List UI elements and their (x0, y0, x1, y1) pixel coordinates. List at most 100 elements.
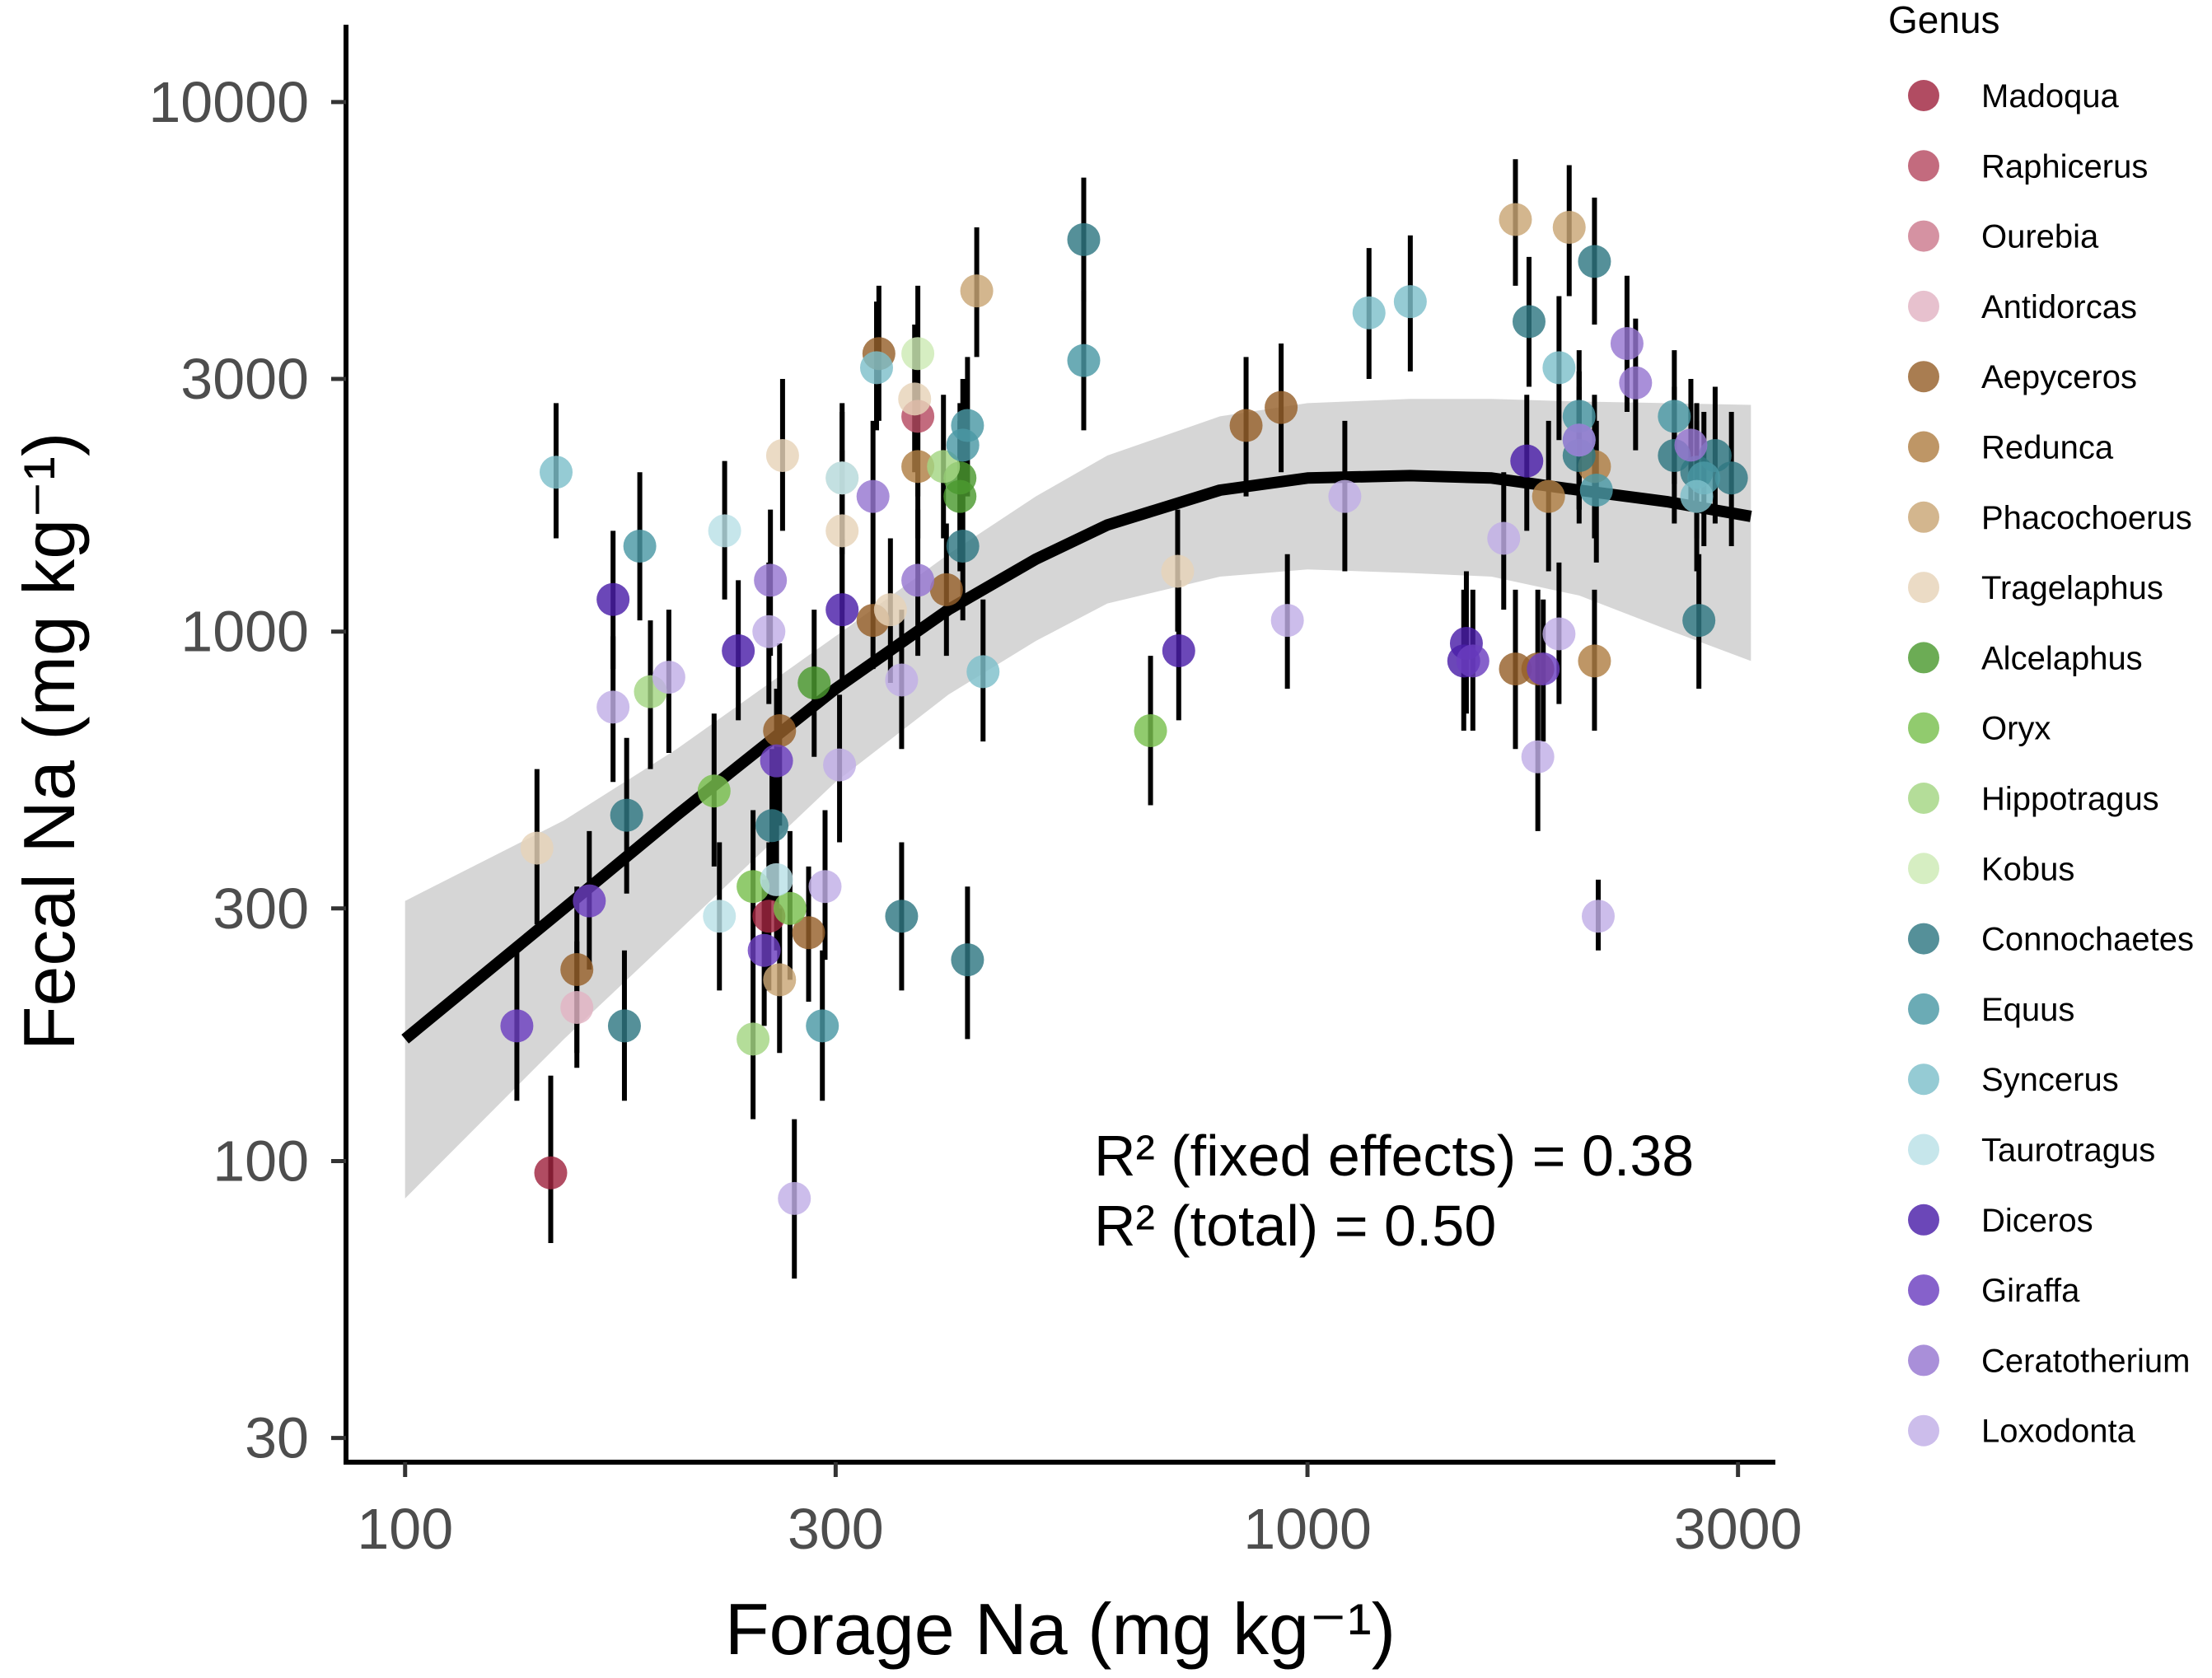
point-tragelaphus-5 (898, 382, 932, 416)
point-loxodonta-0 (596, 690, 630, 724)
point-phacochoerus-0 (763, 963, 797, 997)
legend-label-ourebia: Ourebia (1981, 219, 2099, 255)
legend-label-madoqua: Madoqua (1981, 78, 2120, 115)
point-connochaetes-3 (885, 900, 919, 933)
point-loxodonta-1 (652, 661, 685, 694)
legend-swatch-taurotragus (1908, 1133, 1939, 1166)
point-aepyceros-7 (1265, 390, 1298, 424)
point-ceratotherium-1 (856, 479, 890, 513)
point-giraffa-0 (500, 1009, 534, 1043)
y-axis-ticks: 30 100 300 1000 3000 10000 (148, 70, 346, 1470)
point-equus-0 (623, 529, 657, 563)
legend-swatch-ceratotherium (1908, 1344, 1939, 1377)
point-tragelaphus-4 (873, 593, 907, 627)
point-diceros-3 (1162, 633, 1195, 667)
point-giraffa-3 (747, 933, 781, 967)
point-diceros-6 (1510, 444, 1544, 478)
point-tragelaphus-2 (825, 514, 859, 548)
point-loxodonta-5 (808, 870, 842, 904)
point-taurotragus-2 (760, 862, 793, 896)
confidence-band (405, 399, 1751, 1199)
legend-label-antidorcas: Antidorcas (1981, 289, 2137, 325)
point-equus-5 (1562, 400, 1596, 433)
point-giraffa-2 (760, 744, 793, 778)
point-redunca-3 (1578, 644, 1611, 678)
point-phacochoerus-1 (960, 274, 994, 308)
point-redunca-1 (1532, 479, 1565, 513)
legend-item-diceros: Diceros (1908, 1203, 2093, 1239)
point-aepyceros-5 (929, 573, 963, 606)
point-connochaetes-12 (1714, 461, 1748, 495)
legend-swatch-redunca (1908, 431, 1939, 463)
point-connochaetes-5 (946, 529, 980, 563)
legend-item-syncerus: Syncerus (1908, 1062, 2119, 1098)
point-ceratotherium-0 (754, 563, 788, 597)
point-syncerus-0 (540, 456, 573, 489)
point-hippotragus-2 (927, 450, 961, 484)
point-kobus-0 (901, 337, 935, 371)
y-tick-label-3: 1000 (180, 600, 309, 664)
point-connochaetes-4 (951, 943, 984, 977)
legend-label-loxodonta: Loxodonta (1981, 1414, 2136, 1450)
legend-title: Genus (1888, 0, 2000, 41)
point-syncerus-5 (1542, 351, 1576, 385)
legend-item-raphicerus: Raphicerus (1908, 148, 2148, 185)
legend-swatch-ourebia (1908, 220, 1939, 252)
point-equus-8 (1579, 473, 1613, 507)
legend-item-equus: Equus (1908, 992, 2074, 1028)
legend-item-redunca: Redunca (1908, 430, 2114, 466)
point-taurotragus-0 (703, 900, 737, 933)
r2-total-annotation: R² (total) = 0.50 (1094, 1194, 1496, 1258)
legend-item-hippotragus: Hippotragus (1908, 781, 2159, 817)
point-syncerus-7 (1680, 479, 1714, 513)
point-alcelaphus-2 (797, 666, 831, 700)
y-tick-label-1: 100 (213, 1129, 309, 1193)
legend-item-madoqua: Madoqua (1908, 78, 2120, 115)
point-connochaetes-8 (1578, 245, 1611, 278)
point-antidorcas-0 (560, 991, 594, 1025)
point-giraffa-4 (1456, 644, 1489, 678)
r2-fixed-annotation: R² (fixed effects) = 0.38 (1094, 1124, 1694, 1188)
legend-label-equus: Equus (1981, 992, 2074, 1028)
confidence-band-layer (405, 399, 1751, 1199)
point-diceros-1 (722, 633, 755, 667)
legend-item-kobus: Kobus (1908, 851, 2074, 887)
point-redunca-0 (901, 450, 935, 484)
legend-swatch-diceros (1908, 1204, 1939, 1236)
legend-item-ourebia: Ourebia (1908, 219, 2099, 255)
point-oryx-0 (697, 774, 731, 808)
legend-swatch-equus (1908, 993, 1939, 1025)
point-loxodonta-10 (1542, 617, 1576, 651)
legend: Genus Madoqua Raphicerus Ourebia Antidorcas… (1888, 0, 2194, 1450)
point-syncerus-1 (859, 351, 893, 385)
legend-swatch-antidorcas (1908, 290, 1939, 322)
legend-label-phacochoerus: Phacochoerus (1981, 500, 2192, 536)
point-equus-1 (806, 1009, 839, 1043)
point-taurotragus-1 (708, 514, 741, 548)
y-axis-title: Fecal Na (mg kg⁻¹) (8, 432, 90, 1051)
point-tragelaphus-6 (1161, 554, 1195, 588)
point-loxodonta-2 (752, 615, 786, 648)
legend-swatch-loxodonta (1908, 1414, 1939, 1447)
point-loxodonta-12 (1487, 521, 1521, 555)
legend-label-ceratotherium: Ceratotherium (1981, 1343, 2190, 1379)
y-tick-label-0: 30 (245, 1406, 309, 1470)
legend-label-alcelaphus: Alcelaphus (1981, 640, 2143, 676)
point-aepyceros-0 (560, 952, 594, 986)
error-bar-layer (514, 159, 1734, 1279)
legend-swatch-phacochoerus (1908, 501, 1939, 533)
point-loxodonta-6 (885, 663, 919, 697)
legend-item-connochaetes: Connochaetes (1908, 922, 2194, 958)
legend-item-aepyceros: Aepyceros (1908, 359, 2137, 395)
legend-item-oryx: Oryx (1908, 711, 2051, 747)
point-diceros-0 (596, 582, 630, 616)
point-loxodonta-3 (823, 748, 857, 782)
legend-label-taurotragus: Taurotragus (1981, 1133, 2155, 1169)
legend-label-aepyceros: Aepyceros (1981, 359, 2137, 395)
legend-swatch-alcelaphus (1908, 642, 1939, 674)
point-ceratotherium-2 (901, 563, 935, 597)
x-tick-label-2: 1000 (1243, 1497, 1372, 1561)
legend-item-ceratotherium: Ceratotherium (1908, 1343, 2190, 1379)
